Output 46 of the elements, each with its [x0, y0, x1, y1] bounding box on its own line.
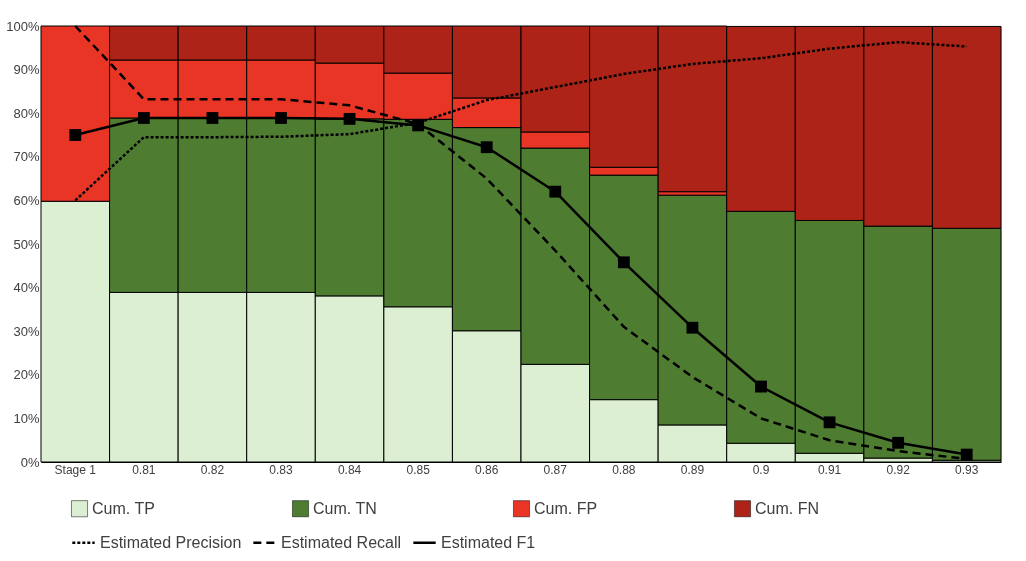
x-tick-label: 0.86 — [475, 462, 499, 477]
y-tick-label: 30% — [13, 323, 40, 339]
x-tick-label: 0.84 — [337, 462, 362, 477]
y-tick-label: 90% — [13, 62, 40, 78]
point — [69, 129, 82, 141]
x-tick-label: 0.85 — [406, 462, 431, 477]
point — [960, 448, 973, 461]
point — [137, 112, 150, 124]
legend-label: Cum. FP — [534, 499, 598, 517]
y-tick-label: 80% — [13, 105, 40, 121]
legend-label: Cum. TP — [92, 499, 155, 517]
legend-label: Cum. FN — [755, 499, 819, 517]
point — [755, 380, 767, 393]
x-tick-label: 0.82 — [200, 462, 225, 477]
legend-label: Cum. TN — [313, 499, 377, 517]
x-tick-label: 0.9 — [752, 462, 770, 477]
y-tick-label: 50% — [13, 236, 40, 252]
point — [617, 256, 630, 269]
point — [480, 141, 493, 154]
x-tick-label: 0.87 — [543, 462, 568, 477]
y-tick-label: 70% — [13, 149, 40, 165]
legend-label: Estimated Precision — [100, 533, 242, 551]
point — [343, 112, 356, 125]
y-tick-label: 0% — [20, 454, 40, 470]
x-tick-label: Stage 1 — [54, 462, 97, 477]
legend-label: Estimated Recall — [281, 533, 402, 551]
x-tick-label: 0.89 — [680, 462, 705, 477]
y-tick-label: 10% — [13, 410, 40, 426]
x-tick-label: 0.88 — [612, 462, 636, 477]
point — [275, 112, 287, 124]
y-tick-label: 20% — [13, 367, 40, 383]
x-tick-label: 0.91 — [817, 462, 842, 477]
x-tick-label: 0.81 — [132, 462, 156, 477]
point — [686, 321, 699, 334]
point — [206, 112, 219, 124]
y-tick-label: 100% — [6, 18, 40, 34]
point — [412, 119, 425, 132]
x-tick-label: 0.92 — [886, 462, 911, 477]
x-tick-label: 0.93 — [955, 462, 979, 477]
y-tick-label: 40% — [13, 280, 40, 296]
y-tick-label: 60% — [13, 192, 40, 208]
point — [823, 416, 836, 429]
point — [549, 185, 562, 198]
legend-label: Estimated F1 — [441, 533, 536, 551]
point — [892, 436, 905, 449]
x-tick-label: 0.83 — [269, 462, 293, 477]
